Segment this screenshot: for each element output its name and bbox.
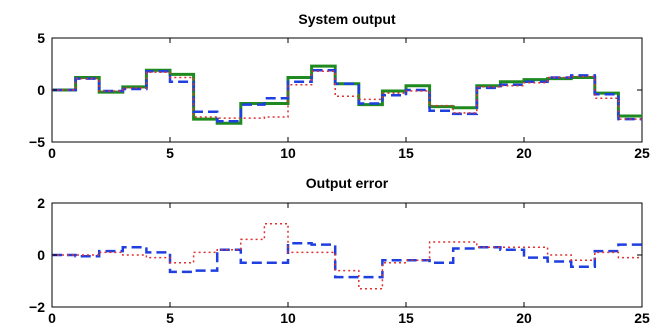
output-error-series-dashed-line (52, 242, 642, 279)
system-output-x-tick-label: 15 (398, 145, 414, 161)
output-error-series-dotted-line (52, 223, 642, 290)
system-output-y-tick-label: 5 (37, 30, 45, 46)
output-error-y-tick-label: 2 (37, 195, 45, 211)
output-error-y-tick-label: 0 (37, 247, 45, 263)
output-error-title: Output error (306, 175, 389, 191)
output-error-series (52, 223, 642, 290)
system-output-series-dashed-line (52, 68, 642, 123)
output-error-x-tick-label: 15 (398, 310, 414, 326)
output-error-x-tick-label: 0 (48, 310, 56, 326)
system-output-series-dotted-line (52, 70, 642, 120)
output-error-ticks: 0 5 10 15 20 25−202 (29, 195, 650, 326)
system-output-title: System output (298, 11, 396, 27)
output-error-x-tick-label: 25 (634, 310, 650, 326)
system-output-panel: System output 0 5 10 15 20 25−505 (29, 11, 650, 161)
output-error-x-tick-label: 10 (280, 310, 296, 326)
output-error-x-tick-label: 5 (166, 310, 174, 326)
output-error-y-tick-label: −2 (29, 299, 45, 315)
system-output-y-tick-label: 0 (37, 82, 45, 98)
output-error-panel: Output error 0 5 10 15 20 25−202 (29, 175, 650, 326)
output-error-x-tick-label: 20 (516, 310, 532, 326)
system-output-ticks: 0 5 10 15 20 25−505 (29, 30, 650, 161)
system-output-plot-area (51, 37, 643, 143)
output-error-plot-area (51, 202, 643, 308)
system-output-x-tick-label: 20 (516, 145, 532, 161)
system-output-y-tick-label: −5 (29, 134, 45, 150)
system-output-x-tick-label: 10 (280, 145, 296, 161)
system-output-x-tick-label: 0 (48, 145, 56, 161)
system-output-series (52, 64, 642, 125)
system-output-x-tick-label: 25 (634, 145, 650, 161)
system-output-x-tick-label: 5 (166, 145, 174, 161)
